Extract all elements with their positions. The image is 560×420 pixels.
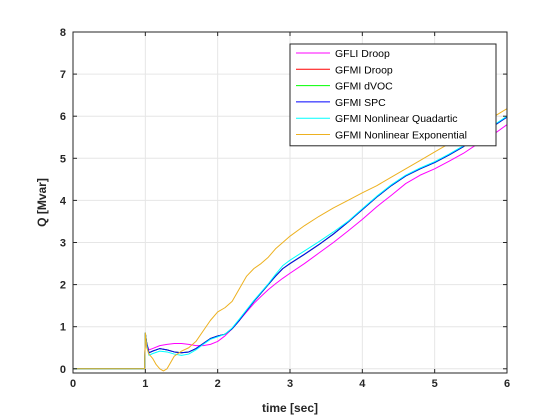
legend: GFLI Droop GFMI Droop GFMI dVOC GFMI SPC GFM… — [289, 43, 497, 147]
x-tick-label: 2 — [215, 378, 221, 390]
y-tick-label: 7 — [60, 69, 66, 81]
series-line-gfmi-spc — [73, 116, 507, 370]
x-axis-label: time [sec] — [262, 401, 318, 415]
y-tick-label: 5 — [60, 153, 66, 165]
y-tick-label: 8 — [60, 27, 66, 39]
x-tick-label: 5 — [432, 378, 438, 390]
y-tick-label: 6 — [60, 111, 66, 123]
y-tick-label: 3 — [60, 237, 66, 249]
series-group — [73, 108, 507, 372]
legend-box — [289, 43, 497, 147]
ticks: 0 1 2 3 4 5 6 0 1 2 3 4 5 6 7 8 — [60, 27, 510, 390]
y-tick-label: 4 — [60, 195, 67, 207]
legend-label-gfmi-nonlinear-quadartic: GFMI Nonlinear Quadartic — [335, 113, 458, 125]
y-tick-label: 0 — [60, 364, 66, 376]
legend-label-gfmi-droop: GFMI Droop — [335, 64, 393, 76]
x-tick-label: 3 — [287, 378, 293, 390]
x-tick-label: 1 — [142, 378, 148, 390]
x-tick-label: 4 — [359, 378, 366, 390]
legend-label-gfli-droop: GFLI Droop — [335, 48, 390, 60]
legend-label-gfmi-dvoc: GFMI dVOC — [335, 81, 393, 93]
x-tick-label: 0 — [70, 378, 76, 390]
y-axis-label: Q [Mvar] — [35, 178, 49, 227]
series-line-gfmi-nonlinear-quadartic — [73, 115, 507, 370]
legend-label-gfmi-nonlinear-exponential: GFMI Nonlinear Exponential — [335, 130, 467, 142]
series-line-gfli-droop — [73, 124, 507, 370]
x-tick-label: 6 — [504, 378, 510, 390]
y-tick-label: 2 — [60, 280, 66, 292]
y-tick-label: 1 — [60, 322, 66, 334]
legend-label-gfmi-spc: GFMI SPC — [335, 97, 386, 109]
series-line-gfmi-nonlinear-exponential — [73, 108, 507, 372]
